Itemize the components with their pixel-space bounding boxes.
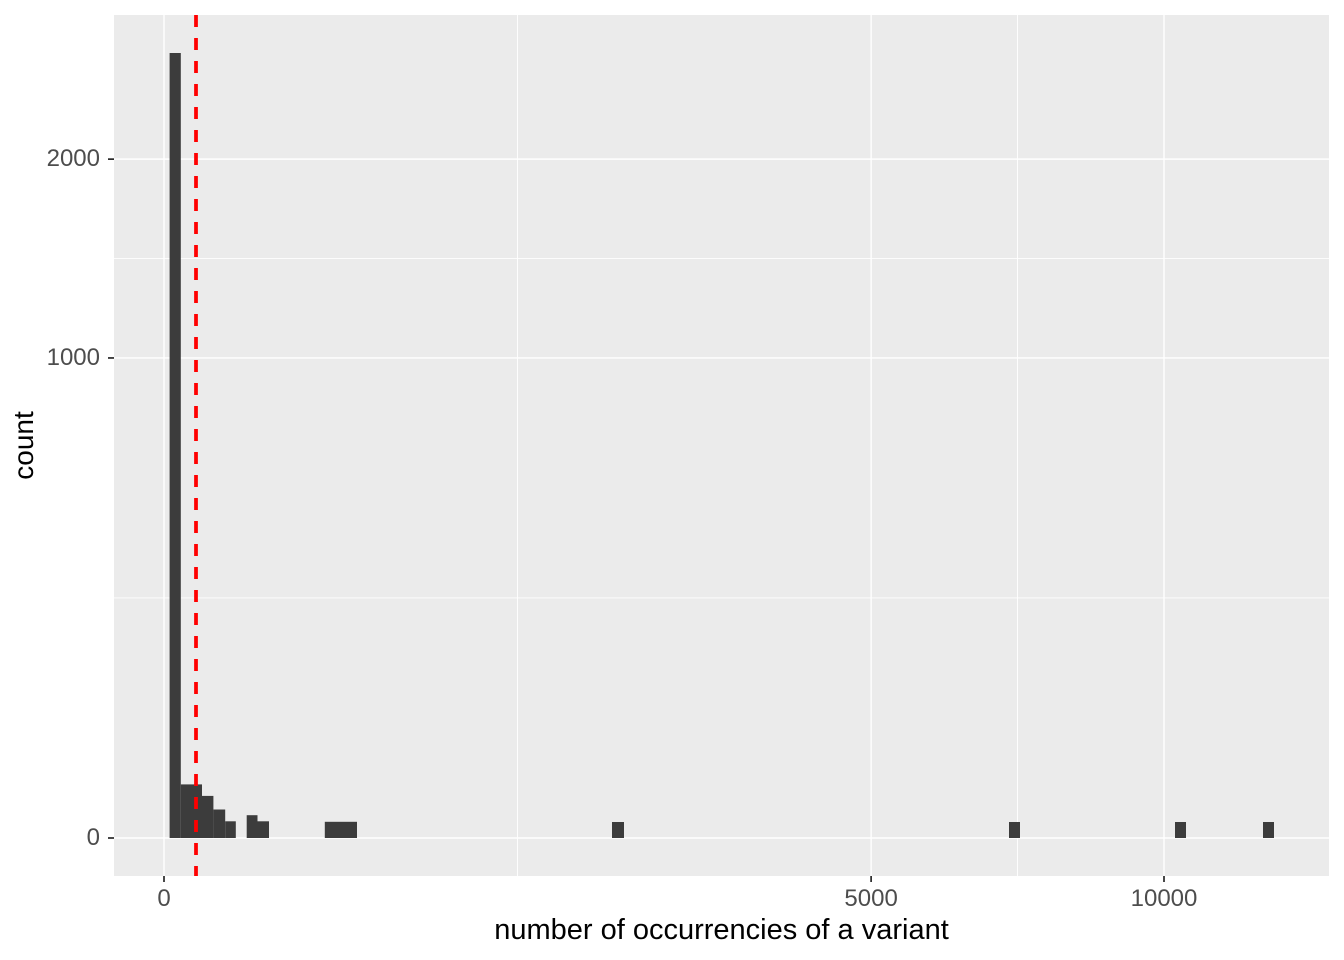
svg-text:1000: 1000	[47, 344, 100, 371]
svg-text:count: count	[8, 411, 39, 480]
svg-text:0: 0	[157, 885, 170, 912]
svg-text:5000: 5000	[844, 885, 897, 912]
svg-text:10000: 10000	[1131, 885, 1198, 912]
svg-text:2000: 2000	[47, 145, 100, 172]
svg-text:0: 0	[87, 824, 100, 851]
svg-text:number of occurrencies of a va: number of occurrencies of a variant	[494, 914, 949, 946]
